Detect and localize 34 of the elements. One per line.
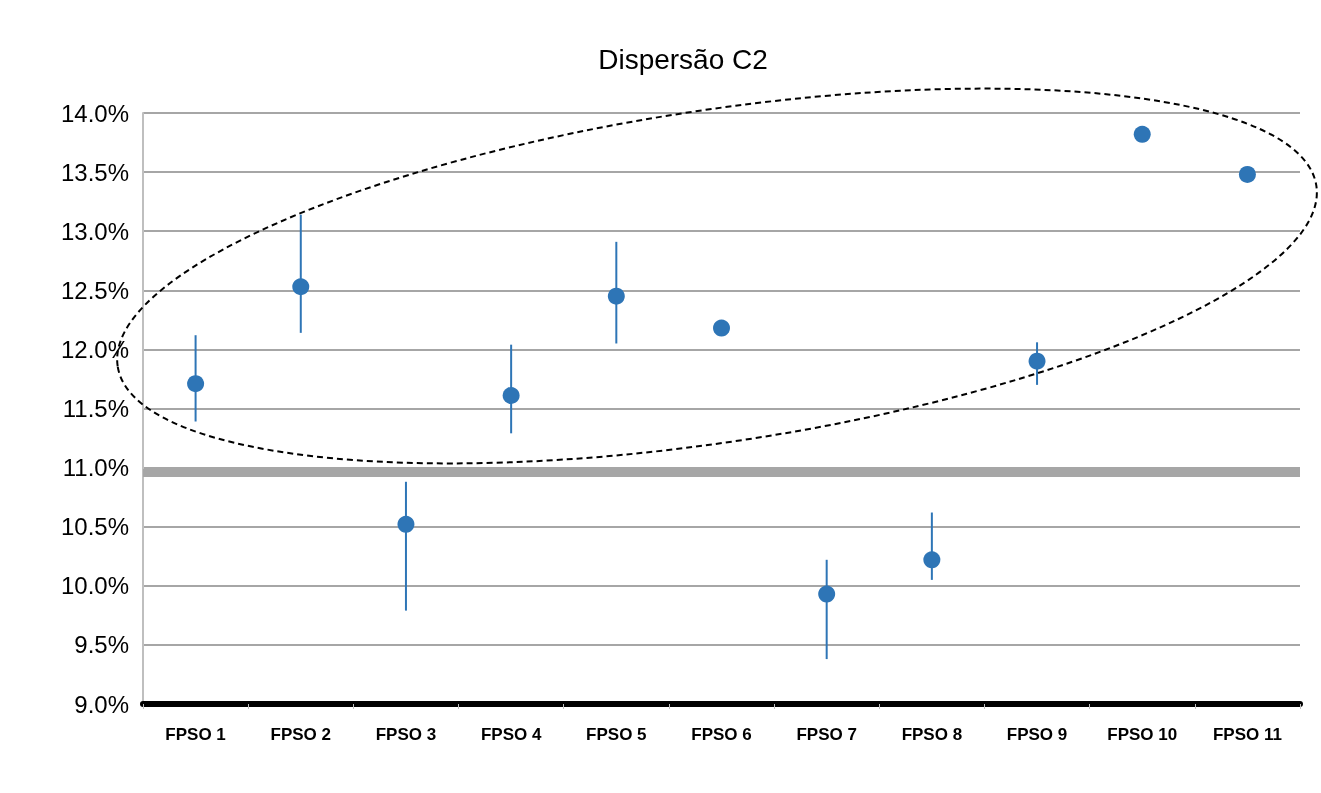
point [818, 585, 836, 603]
y-tick-label: 10.0% [60, 572, 129, 600]
x-tick-label: FPSO 5 [586, 725, 647, 744]
point [923, 551, 941, 569]
chart-title: Dispersão C2 [598, 43, 768, 75]
x-tick-label: FPSO 4 [480, 725, 542, 744]
point [187, 375, 205, 393]
point [292, 278, 310, 296]
y-tick-label: 13.5% [60, 158, 129, 186]
point [502, 387, 520, 404]
point [607, 287, 625, 305]
y-tick-label: 10.5% [60, 513, 129, 541]
point [1238, 165, 1256, 183]
x-tick-label: FPSO 11 [1212, 725, 1282, 744]
x-tick-label: FPSO 6 [691, 725, 752, 744]
y-tick-label: 11.0% [62, 454, 129, 482]
x-tick-label: FPSO 8 [901, 725, 963, 744]
point [397, 515, 415, 533]
y-tick-label: 11.5% [62, 395, 129, 422]
y-tick-label: 14.0% [60, 99, 129, 127]
x-tick-label: FPSO 1 [165, 725, 226, 744]
y-tick-label: 13.0% [60, 217, 129, 245]
x-tick-label: FPSO 10 [1107, 725, 1178, 744]
y-tick-label: 12.0% [60, 335, 129, 363]
point [713, 319, 730, 337]
point [1133, 125, 1151, 143]
x-tick-label: FPSO 2 [270, 725, 332, 744]
point [1028, 352, 1046, 370]
y-tick-label: 9.5% [74, 631, 129, 659]
x-tick-label: FPSO 9 [1006, 725, 1068, 744]
y-tick-label: 12.5% [60, 276, 129, 304]
y-tick-label: 9.0% [74, 690, 129, 718]
x-tick-label: FPSO 3 [375, 725, 437, 744]
x-tick-label: FPSO 7 [796, 725, 857, 744]
